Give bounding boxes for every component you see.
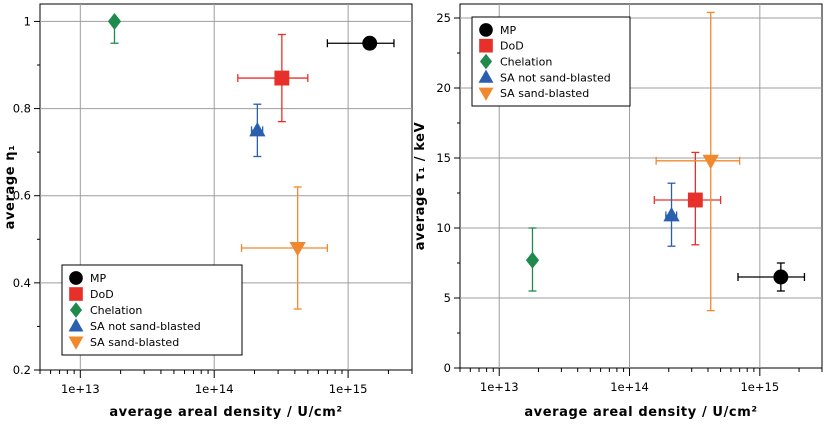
y-axis-label: average η₁: [3, 145, 18, 230]
marker-chelation: [525, 251, 540, 269]
legend-box: [471, 16, 631, 107]
marker-dod: [274, 70, 290, 86]
data-point-mp: [326, 35, 395, 51]
legend-marker-chelation: [479, 53, 493, 70]
marker-sa-sand-blasted: [702, 154, 719, 170]
y-tick-label: 0.4: [13, 276, 31, 290]
y-tick-label: 0: [444, 361, 451, 375]
data-point-mp: [737, 262, 806, 292]
marker-mp: [773, 269, 789, 285]
x-tick-label: 1e+14: [195, 382, 234, 396]
legend-marker-sa-sand-blasted: [68, 336, 84, 350]
marker-sa-not-sand-blasted: [663, 207, 680, 222]
legend-label: Chelation: [90, 304, 142, 317]
x-tick-label: 1e+13: [480, 380, 519, 394]
legend-label: SA sand-blasted: [500, 87, 589, 100]
legend-marker-sa-not-sand-blasted: [68, 318, 84, 332]
legend-entry-mp: MP: [69, 271, 106, 285]
legend-entry-chelation: Chelation: [69, 302, 142, 318]
y-tick-label: 15: [436, 151, 451, 165]
y-tick-label: 25: [436, 11, 451, 25]
legend: MP DoD Chelation SA not sand-blasted SA sand…: [471, 16, 631, 107]
x-tick-label: 1e+14: [610, 380, 649, 394]
legend-entry-sa-sand-blasted: SA sand-blasted: [68, 336, 179, 350]
y-tick-label: 0.6: [13, 189, 31, 203]
panel-tau: 1e+13 1e+14 1e+15 0 5 10 15 20 25 average areal d…: [413, 3, 823, 420]
y-tick-label: 10: [436, 221, 451, 235]
data-point-sa-not-sand-blasted: [663, 182, 680, 247]
x-tick-label: 1e+13: [61, 382, 100, 396]
legend-marker-sa-sand-blasted: [478, 87, 494, 101]
panel-eta: 1e+13 1e+14 1e+15 0.2 0.4 0.6 0.8 1 average area…: [3, 3, 413, 420]
x-axis-label: average areal density / U/cm²: [109, 405, 342, 419]
data-point-sa-sand-blasted: [240, 186, 329, 310]
legend-entry-dod: DoD: [479, 38, 524, 53]
plot-frame: [459, 3, 823, 369]
legend-entry-mp: MP: [479, 23, 516, 37]
data-point-sa-sand-blasted: [655, 11, 741, 312]
x-tick-label: 1e+15: [740, 380, 779, 394]
marker-chelation: [107, 13, 122, 30]
y-tick-label: 0.8: [13, 102, 31, 116]
marker-dod: [687, 192, 703, 208]
data-point-dod: [653, 151, 722, 246]
legend-marker-sa-not-sand-blasted: [478, 69, 494, 83]
data-point-chelation: [525, 227, 540, 292]
legend-marker-chelation: [69, 302, 83, 318]
plot-frame: [39, 3, 413, 371]
data-point-chelation: [107, 13, 122, 44]
legend-label: MP: [500, 24, 516, 37]
y-tick-label: 1: [24, 14, 31, 28]
legend-entry-dod: DoD: [69, 287, 114, 301]
data-point-sa-not-sand-blasted: [249, 103, 266, 158]
marker-sa-not-sand-blasted: [249, 121, 266, 137]
legend-entry-sa-not-sand-blasted: SA not sand-blasted: [68, 318, 201, 333]
legend-label: DoD: [500, 40, 524, 53]
data-point-dod: [237, 33, 309, 123]
marker-mp: [362, 35, 378, 51]
x-tick-label: 1e+15: [329, 382, 368, 396]
marker-sa-sand-blasted: [289, 242, 306, 257]
legend: MP DoD Chelation SA not sand-blasted SA sand…: [61, 264, 243, 356]
legend-entry-sa-not-sand-blasted: SA not sand-blasted: [478, 69, 611, 84]
legend-marker-mp: [479, 23, 493, 37]
y-tick-label: 20: [436, 81, 451, 95]
legend-entry-chelation: Chelation: [479, 53, 552, 70]
legend-label: Chelation: [500, 56, 552, 69]
y-axis-label: average τ₁ / keV: [413, 122, 428, 250]
legend-label: SA not sand-blasted: [90, 320, 201, 333]
legend-entry-sa-sand-blasted: SA sand-blasted: [478, 87, 589, 101]
legend-marker-dod: [69, 287, 83, 301]
y-tick-label: 0.2: [13, 363, 31, 377]
legend-label: SA not sand-blasted: [500, 71, 611, 84]
legend-label: SA sand-blasted: [90, 336, 179, 349]
legend-label: MP: [90, 272, 106, 285]
x-axis-label: average areal density / U/cm²: [524, 405, 757, 419]
legend-label: DoD: [90, 288, 114, 301]
legend-marker-mp: [69, 271, 83, 285]
legend-box: [61, 264, 243, 356]
legend-marker-dod: [479, 38, 493, 53]
y-tick-label: 5: [444, 291, 451, 305]
